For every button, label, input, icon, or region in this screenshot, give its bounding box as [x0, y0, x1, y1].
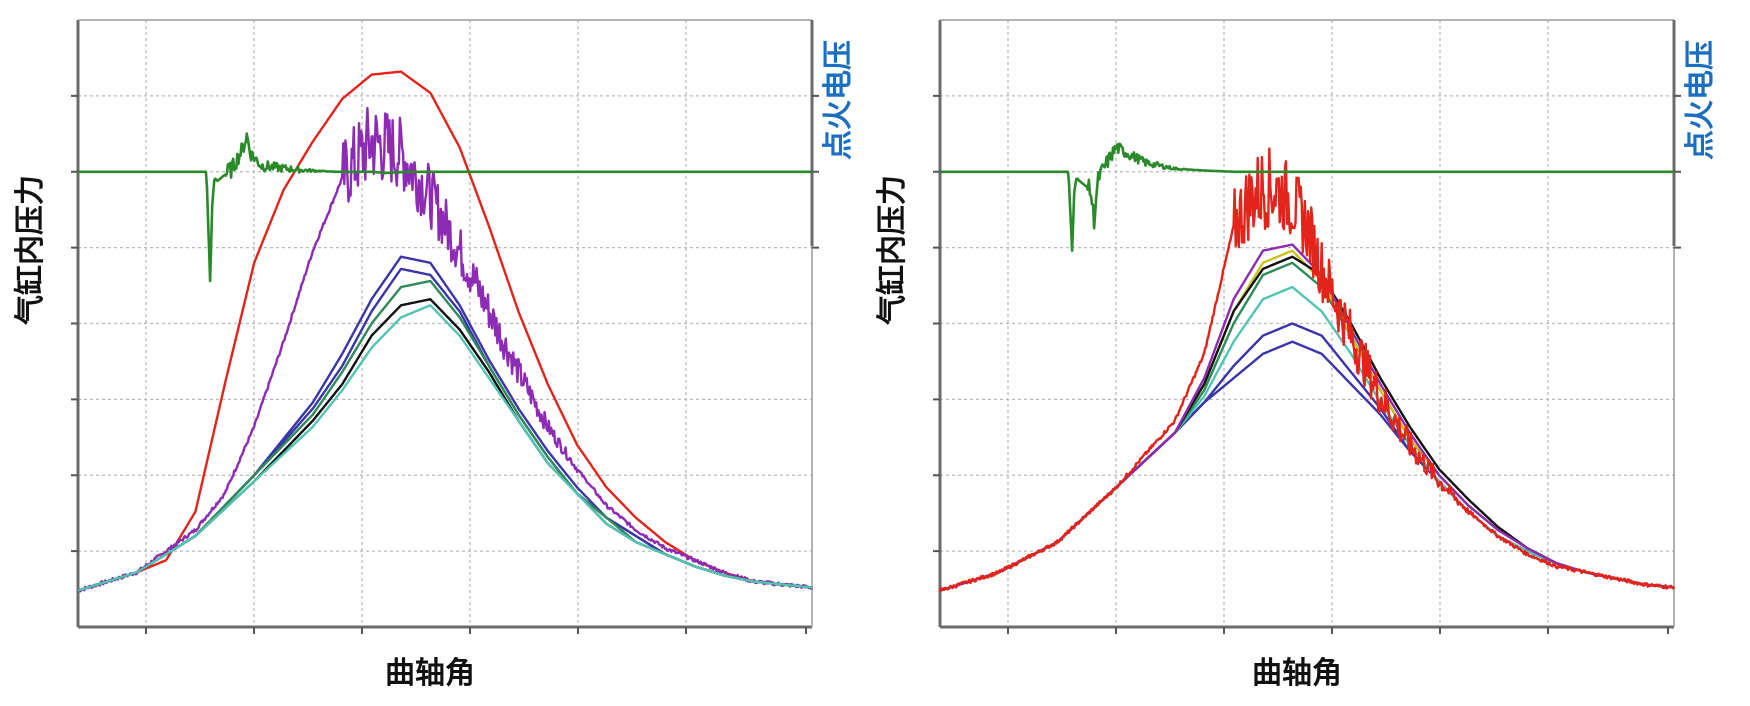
right-chart: 曲轴角 气缸内压力 点火电压: [875, 19, 1718, 691]
pressure-line: [938, 147, 1676, 593]
left-chart: 曲轴角 气缸内压力 点火电压: [13, 19, 856, 691]
ignition-voltage-line: [939, 142, 1675, 252]
right-series: [938, 142, 1676, 593]
left-series: [77, 70, 813, 593]
left-x-axis-title: 曲轴角: [385, 656, 475, 691]
right-frame: [938, 19, 1676, 629]
left-y-axis-title: 气缸内压力: [13, 175, 48, 325]
right-x-axis-title: 曲轴角: [1252, 656, 1342, 691]
ignition-voltage-line: [77, 132, 813, 283]
right-y2-axis-title: 点火电压: [1683, 40, 1718, 160]
left-y2-axis-title: 点火电压: [821, 40, 856, 160]
right-y-axis-title: 气缸内压力: [875, 175, 910, 325]
right-ticks: [933, 94, 1681, 634]
left-ticks: [71, 94, 819, 634]
pressure-line: [77, 304, 813, 592]
pressure-line: [77, 106, 813, 593]
